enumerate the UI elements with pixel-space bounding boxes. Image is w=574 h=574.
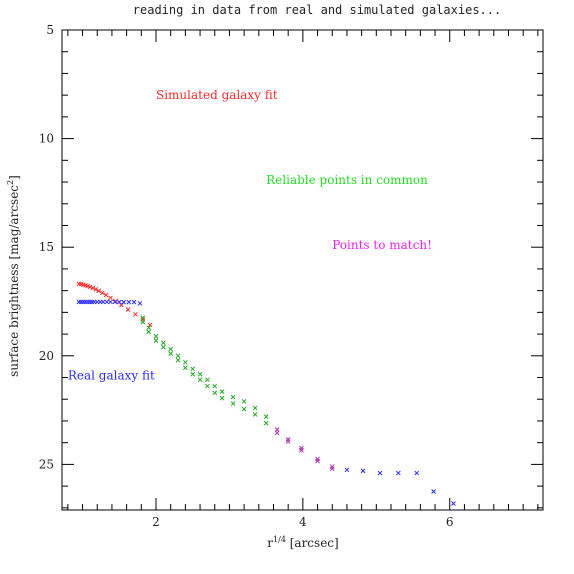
data-point: [116, 299, 122, 305]
chart-title: reading in data from real and simulated …: [133, 3, 501, 17]
data-point: [90, 285, 96, 291]
data-point: [108, 295, 113, 301]
x-axis-label-main: r: [267, 536, 273, 550]
data-point: [121, 299, 127, 305]
data-point: [212, 383, 218, 389]
data-point: [103, 292, 109, 298]
data-point: [230, 401, 236, 406]
data-point: [140, 315, 146, 321]
data-point: [160, 344, 166, 350]
data-point: [168, 346, 174, 352]
data-point: [153, 338, 159, 343]
y-axis-ticks: 5 10 15 20 25: [39, 23, 543, 509]
y-tick-label: 15: [39, 240, 54, 254]
data-point: [153, 333, 159, 339]
data-point: [219, 395, 225, 401]
y-tick-label: 5: [46, 23, 54, 37]
data-point: [395, 470, 401, 476]
data-point: [431, 489, 436, 494]
data-point: [315, 458, 320, 464]
data-point: [140, 319, 146, 325]
data-point: [219, 389, 225, 394]
y-tick-label: 20: [39, 349, 54, 363]
y-axis-label-main: surface brightness [mag/arcsec: [7, 185, 21, 377]
annotation-label: Points to match!: [332, 238, 432, 252]
data-point: [93, 286, 99, 292]
data-point: [205, 377, 210, 383]
x-axis-label-sup: 1/4: [273, 535, 286, 544]
data-point: [212, 390, 218, 396]
data-point: [197, 371, 203, 377]
data-point: [112, 299, 118, 305]
plot-frame: [61, 29, 544, 511]
data-point: [205, 383, 210, 389]
data-point: [197, 377, 203, 383]
y-tick-label: 25: [39, 457, 54, 471]
data-point: [100, 290, 105, 296]
data-point: [263, 414, 269, 419]
data-point: [414, 470, 420, 476]
data-point: [377, 470, 383, 476]
x-axis-label-unit: [arcsec]: [286, 536, 339, 550]
x-tick-label: 4: [299, 515, 307, 529]
x-axis-ticks: 2 4 6: [67, 30, 539, 529]
data-point: [131, 299, 137, 305]
data-point: [160, 340, 166, 346]
data-point: [133, 311, 138, 317]
data-point: [344, 467, 350, 473]
data-point: [137, 301, 143, 306]
data-point: [285, 439, 291, 444]
data-point: [451, 501, 456, 506]
data-point: [241, 399, 247, 404]
data-point: [299, 447, 304, 453]
data-point: [126, 299, 132, 305]
data-point: [230, 394, 236, 400]
data-point: [274, 430, 280, 436]
y-tick-label: 10: [39, 132, 54, 146]
annotations: Simulated galaxy fit Reliable points in c…: [68, 88, 432, 382]
data-point: [183, 365, 188, 371]
data-point: [104, 299, 110, 305]
data-point: [252, 405, 258, 411]
data-point: [241, 406, 247, 412]
data-point: [360, 468, 366, 474]
annotation-label: Simulated galaxy fit: [156, 88, 278, 102]
data-point: [146, 325, 152, 330]
annotation-label: Reliable points in common: [266, 173, 428, 187]
data-point: [183, 359, 188, 365]
data-point: [125, 307, 131, 312]
data-point: [263, 420, 269, 426]
data-points: [76, 281, 456, 506]
y-axis-label: surface brightness [mag/arcsec2]: [6, 175, 21, 377]
data-point: [168, 351, 174, 356]
data-point: [147, 322, 153, 328]
annotation-label: Real galaxy fit: [68, 368, 155, 382]
data-point: [329, 466, 335, 472]
data-point: [252, 412, 258, 417]
data-point: [190, 366, 196, 372]
x-tick-label: 2: [152, 515, 160, 529]
x-tick-label: 6: [446, 515, 454, 529]
data-point: [175, 353, 181, 359]
data-point: [100, 299, 106, 305]
data-point: [108, 299, 113, 305]
data-point: [146, 329, 152, 335]
data-point: [190, 371, 196, 377]
data-point: [175, 357, 181, 363]
x-axis-label: r1/4 [arcsec]: [267, 535, 338, 550]
data-point: [87, 284, 93, 290]
data-point: [96, 288, 102, 294]
y-axis-label-end: ]: [7, 175, 21, 180]
y-axis-label-sup: 2: [6, 180, 15, 185]
